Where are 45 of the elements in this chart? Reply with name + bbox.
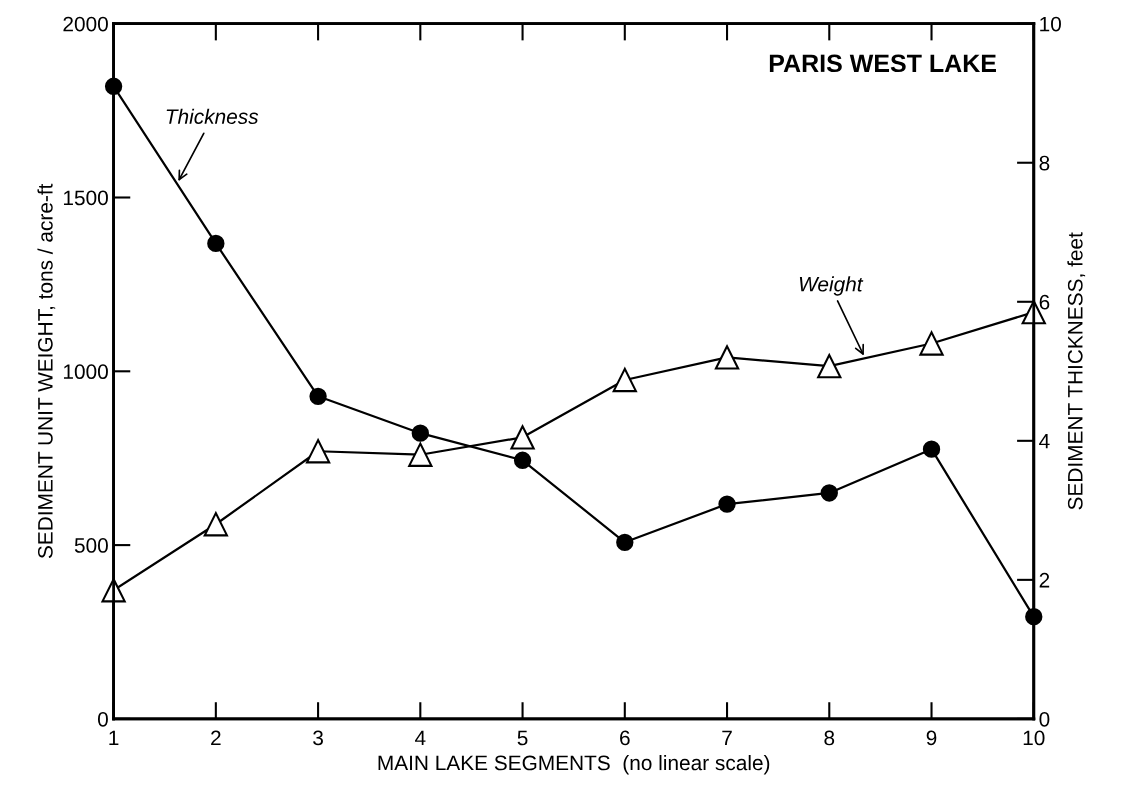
x-tick-label: 2 (211, 730, 221, 746)
point (510, 425, 535, 450)
y2-tick-label: 2 (1039, 572, 1050, 588)
point (309, 387, 327, 406)
y-tick-label: 2000 (63, 16, 108, 32)
y-tick-label: 500 (74, 538, 108, 553)
y2-tick-label: 0 (1039, 711, 1050, 727)
y2-tick-label: 10 (1040, 16, 1061, 32)
point (411, 424, 429, 442)
point (203, 512, 228, 537)
y-tick-label: 1000 (63, 364, 108, 380)
x-tick-label: 1 (109, 730, 119, 746)
point (922, 440, 941, 458)
text: PARIS WEST LAKE (769, 54, 996, 73)
x-tick-label: 3 (313, 730, 323, 746)
y2-axis-title: SEDIMENT THICKNESS, feet (1067, 232, 1086, 510)
x-tick-label: 7 (722, 730, 732, 746)
point (104, 77, 123, 95)
point (1025, 608, 1043, 626)
text: Weight (799, 276, 864, 296)
x-axis-title: MAIN LAKE SEGMENTS (no linear scale) (378, 754, 770, 775)
x-tick-label: 8 (824, 730, 835, 746)
series-label: Thickness (166, 108, 259, 125)
x-tick-label: 9 (926, 730, 937, 746)
x-tick-label: 4 (415, 730, 426, 746)
x-tick-label: 10 (1023, 730, 1045, 746)
point (408, 442, 433, 467)
x-tick-label: 5 (517, 730, 528, 746)
y-tick-label: 1500 (63, 190, 108, 206)
x-tick-label: 6 (620, 730, 630, 746)
y-axis-title: SEDIMENT UNIT WEIGHT, tons / acre-ft (37, 183, 56, 559)
y-tick-label: 0 (97, 711, 108, 727)
point (612, 367, 637, 393)
y2-tick-label: 8 (1039, 155, 1050, 171)
point (616, 533, 634, 551)
point (207, 234, 225, 253)
point (513, 451, 532, 469)
point (820, 484, 838, 502)
point (305, 439, 331, 464)
point (817, 353, 842, 379)
y2-tick-label: 4 (1039, 434, 1050, 449)
point (714, 345, 740, 370)
point (919, 331, 944, 356)
y2-tick-label: 6 (1039, 294, 1050, 310)
point (718, 495, 736, 513)
